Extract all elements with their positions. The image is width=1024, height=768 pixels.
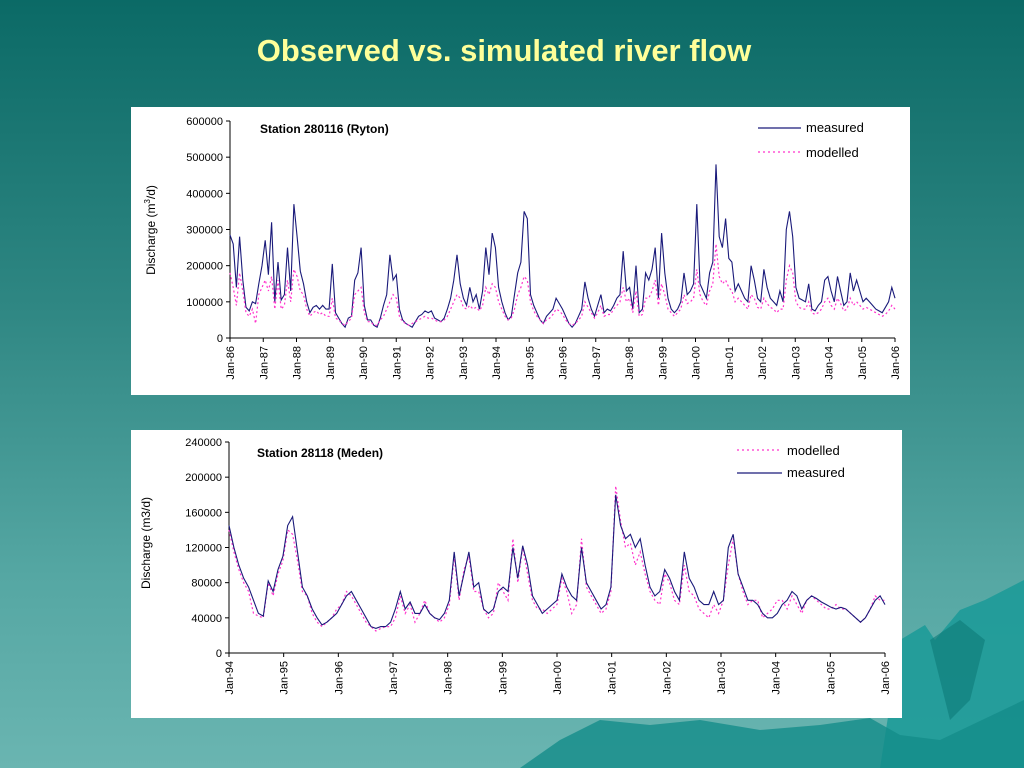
y-tick-label: 160000 [185, 507, 222, 519]
x-tick-label: Jan-98 [443, 661, 455, 695]
x-tick-label: Jan-06 [890, 346, 902, 380]
series-line-measured [228, 494, 886, 629]
x-tick-label: Jan-91 [391, 346, 403, 380]
x-tick-label: Jan-02 [661, 661, 673, 695]
x-tick-label: Jan-99 [497, 661, 509, 695]
x-tick-label: Jan-02 [757, 346, 769, 380]
x-tick-label: Jan-01 [724, 346, 736, 380]
x-tick-label: Jan-94 [224, 661, 236, 695]
y-tick-label: 100000 [186, 297, 223, 309]
x-tick-label: Jan-01 [607, 661, 619, 695]
x-tick-label: Jan-03 [716, 661, 728, 695]
chart-panel-ryton: 0 100000 200000 300000 400000 500000 600000 Ja… [131, 107, 910, 395]
series-line-measured [229, 164, 896, 329]
y-tick-label: 0 [217, 333, 223, 345]
x-tick-label: Jan-96 [333, 661, 345, 695]
x-tick-label: Jan-93 [458, 346, 470, 380]
series-line-modelled [228, 485, 885, 632]
svg-text:Discharge (m3/d): Discharge (m3/d) [143, 185, 158, 275]
ryton-chart-title: Station 280116 (Ryton) [260, 122, 389, 136]
ryton-y-ticks: 0 100000 200000 300000 400000 500000 600000 [186, 116, 230, 345]
ryton-legend: measured modelled [758, 120, 864, 160]
x-tick-label: Jan-95 [279, 661, 291, 695]
x-tick-label: Jan-97 [388, 661, 400, 695]
x-tick-label: Jan-05 [857, 346, 869, 380]
y-tick-label: 0 [216, 648, 222, 660]
x-tick-label: Jan-92 [425, 346, 437, 380]
slide-title: Observed vs. simulated river flow [256, 33, 752, 68]
x-tick-label: Jan-98 [624, 346, 636, 380]
ryton-discharge-chart: 0 100000 200000 300000 400000 500000 600000 Ja… [143, 116, 902, 380]
y-tick-label: 500000 [186, 152, 223, 164]
chart-panel-meden: 0 40000 80000 120000 160000 200000 240000 Jan-… [131, 430, 902, 718]
x-tick-label: Jan-00 [691, 346, 703, 380]
ryton-series [229, 164, 896, 329]
y-tick-label: 240000 [185, 437, 222, 449]
meden-legend: modelled measured [737, 443, 845, 480]
y-tick-label: 80000 [191, 578, 222, 590]
x-tick-label: Jan-04 [824, 346, 836, 380]
x-tick-label: Jan-89 [325, 346, 337, 380]
y-tick-label: 600000 [186, 116, 223, 128]
y-tick-label: 200000 [186, 261, 223, 273]
x-tick-label: Jan-03 [790, 346, 802, 380]
x-tick-label: Jan-95 [524, 346, 536, 380]
y-tick-label: 200000 [185, 472, 222, 484]
x-tick-label: Jan-05 [825, 661, 837, 695]
ryton-legend-modelled-label: modelled [806, 145, 859, 160]
x-tick-label: Jan-99 [657, 346, 669, 380]
meden-series [228, 485, 886, 632]
x-tick-label: Jan-86 [225, 346, 237, 380]
meden-x-ticks: Jan-94 Jan-95 Jan-96 Jan-97 Jan-98 Jan-99 Jan-… [224, 653, 892, 695]
x-tick-label: Jan-87 [258, 346, 270, 380]
meden-legend-modelled-label: modelled [787, 443, 840, 458]
y-tick-label: 400000 [186, 188, 223, 200]
ryton-y-axis-label: Discharge (m3/d) [143, 185, 158, 275]
x-tick-label: Jan-94 [491, 346, 503, 380]
ryton-x-ticks: Jan-86 Jan-87 Jan-88 Jan-89 Jan-90 Jan-91 Jan-… [225, 338, 902, 380]
ryton-legend-measured-label: measured [806, 120, 864, 135]
y-tick-label: 40000 [191, 613, 222, 625]
x-tick-label: Jan-88 [292, 346, 304, 380]
x-tick-label: Jan-97 [591, 346, 603, 380]
meden-legend-measured-label: measured [787, 465, 845, 480]
y-tick-label: 120000 [185, 543, 222, 555]
meden-y-axis-label: Discharge (m3/d) [139, 497, 153, 589]
x-tick-label: Jan-04 [771, 661, 783, 695]
x-tick-label: Jan-00 [552, 661, 564, 695]
meden-chart-title: Station 28118 (Meden) [257, 446, 383, 460]
y-tick-label: 300000 [186, 225, 223, 237]
series-line-modelled [229, 243, 896, 327]
x-tick-label: Jan-06 [880, 661, 892, 695]
x-tick-label: Jan-90 [358, 346, 370, 380]
x-tick-label: Jan-96 [558, 346, 570, 380]
meden-discharge-chart: 0 40000 80000 120000 160000 200000 240000 Jan-… [139, 437, 892, 695]
meden-y-ticks: 0 40000 80000 120000 160000 200000 240000 [185, 437, 229, 660]
